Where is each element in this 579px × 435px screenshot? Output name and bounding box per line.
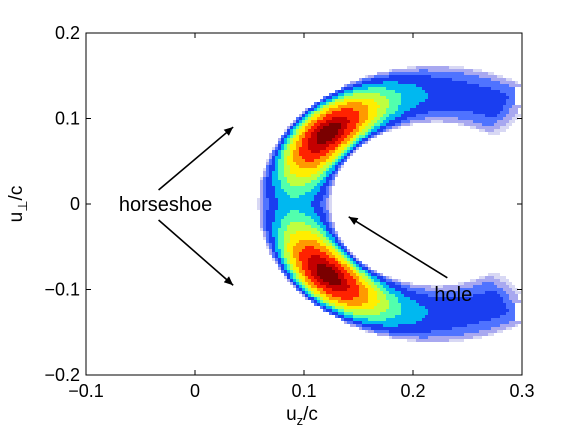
y-tick-label: 0.1 <box>55 109 80 129</box>
annotation-arrow-hole-0 <box>348 216 448 279</box>
annotation-hole: hole <box>434 284 472 306</box>
y-tick-label: 0 <box>70 194 80 214</box>
annotations: horseshoe hole <box>119 126 472 306</box>
annotation-arrow-horseshoe-1 <box>158 219 234 286</box>
y-tick-label: −0.2 <box>44 365 80 385</box>
x-tick-label: 0.1 <box>291 381 316 401</box>
x-axis-label-subscript: z <box>297 413 304 428</box>
x-tick-label: 0.3 <box>509 381 534 401</box>
y-axis-label: u⊥/c <box>6 186 30 223</box>
axis-tick-labels: −0.1 0 0.1 0.2 0.3−0.2−0.100.10.2 <box>44 23 534 401</box>
y-axis-label-subscript: ⊥ <box>15 200 30 211</box>
annotation-horseshoe: horseshoe <box>119 194 212 216</box>
y-tick-label: −0.1 <box>44 280 80 300</box>
axis-ticks <box>85 32 523 376</box>
contour-level-11 <box>317 123 341 285</box>
x-tick-label: 0.2 <box>400 381 425 401</box>
annotation-arrow-horseshoe-0 <box>158 126 234 191</box>
contour-fill <box>257 66 521 342</box>
contour-level-10 <box>308 117 350 291</box>
x-tick-label: −0.1 <box>68 381 104 401</box>
x-tick-label: 0 <box>190 381 200 401</box>
contour-level-9 <box>299 108 359 300</box>
x-axis-label: uz/c <box>286 404 318 428</box>
y-tick-label: 0.2 <box>55 23 80 43</box>
